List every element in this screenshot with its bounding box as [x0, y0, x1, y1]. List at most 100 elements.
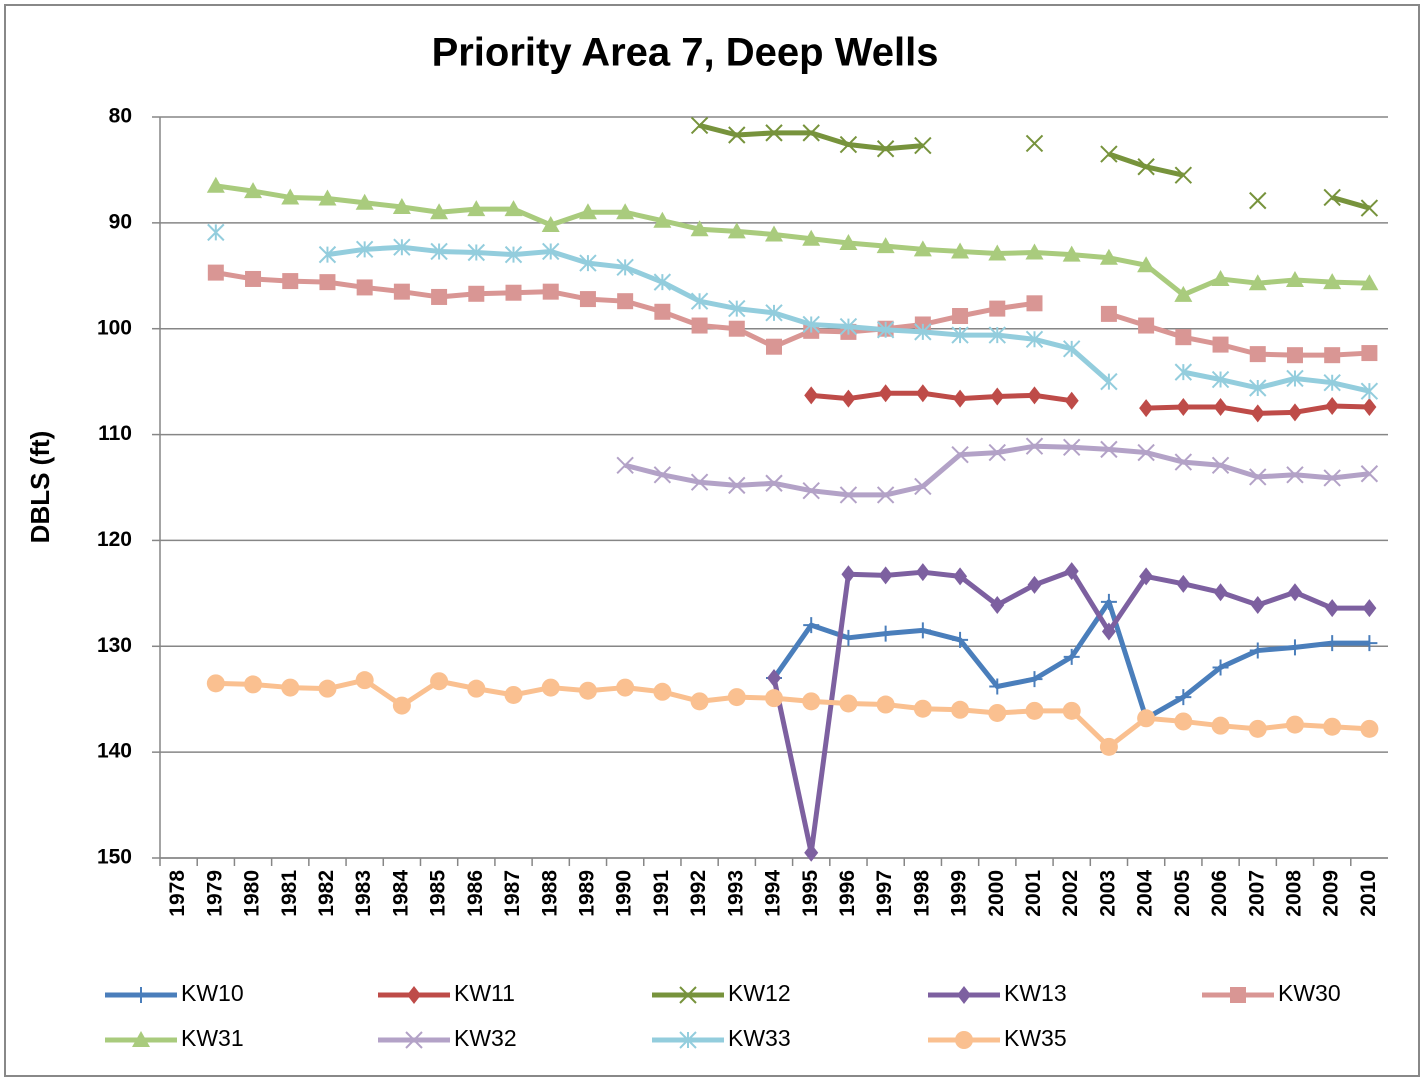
marker [1099, 737, 1118, 756]
y-tick-label: 100 [97, 316, 132, 339]
x-tick-label: 1985 [427, 870, 450, 917]
marker [914, 136, 932, 155]
marker [953, 567, 968, 586]
marker [1360, 382, 1379, 400]
marker [1174, 166, 1193, 184]
marker [1286, 369, 1304, 388]
marker [913, 240, 932, 257]
marker [392, 197, 411, 214]
marker [957, 986, 971, 1004]
marker [1362, 398, 1377, 417]
marker [690, 292, 709, 310]
marker [1249, 468, 1267, 486]
marker [951, 700, 970, 719]
marker [654, 303, 671, 320]
marker [1027, 386, 1042, 405]
x-tick-label: 1998 [910, 870, 933, 917]
marker [504, 200, 523, 217]
marker [1360, 719, 1379, 738]
marker [839, 694, 858, 713]
legend-label: KW13 [1004, 980, 1067, 1006]
marker [1248, 274, 1267, 291]
marker [407, 986, 421, 1004]
marker [914, 477, 932, 496]
marker [1250, 596, 1265, 615]
marker [244, 182, 263, 199]
marker [989, 678, 1006, 695]
marker [1323, 273, 1342, 290]
marker [1100, 145, 1118, 163]
marker [318, 189, 337, 206]
marker [1212, 336, 1229, 353]
marker [1212, 659, 1229, 676]
marker [1323, 469, 1341, 487]
marker [653, 273, 672, 291]
marker [541, 678, 560, 697]
legend-label: KW31 [181, 1025, 244, 1051]
marker [653, 211, 672, 228]
marker [405, 1031, 423, 1049]
marker [542, 283, 559, 300]
legend-label: KW32 [454, 1025, 517, 1051]
marker [988, 443, 1006, 462]
x-tick-label: 1978 [166, 870, 189, 917]
marker [840, 629, 857, 646]
marker [393, 238, 411, 256]
marker [355, 671, 374, 690]
marker [951, 326, 969, 344]
marker [578, 681, 597, 700]
legend-label: KW11 [454, 980, 515, 1006]
y-tick-label: 140 [97, 740, 132, 763]
marker [1137, 443, 1155, 462]
marker [207, 223, 225, 242]
marker [1137, 256, 1156, 273]
marker [1099, 248, 1118, 265]
marker [319, 274, 336, 291]
marker [132, 1031, 150, 1047]
x-tick-label: 1980 [241, 870, 264, 917]
marker [952, 631, 969, 648]
marker [765, 689, 783, 708]
marker [1323, 188, 1341, 207]
marker [988, 703, 1007, 722]
marker [505, 284, 522, 301]
marker [1250, 404, 1265, 423]
y-tick-label: 120 [97, 528, 132, 551]
marker [1211, 716, 1230, 735]
marker [133, 987, 149, 1003]
marker [1064, 562, 1079, 581]
marker [1027, 575, 1042, 594]
marker [765, 474, 783, 492]
legend-label: KW12 [728, 980, 791, 1006]
marker [430, 242, 448, 261]
series-line [1182, 369, 1370, 394]
marker [1249, 642, 1266, 659]
marker [691, 317, 708, 334]
marker [579, 254, 597, 272]
marker [765, 304, 783, 322]
marker [915, 563, 930, 582]
marker [616, 258, 634, 277]
marker [1249, 346, 1266, 363]
marker [876, 321, 895, 339]
marker [990, 596, 1005, 615]
marker [839, 486, 858, 504]
marker [767, 669, 781, 688]
marker [728, 476, 746, 495]
marker [1249, 379, 1267, 397]
marker [1063, 648, 1080, 665]
marker [951, 445, 969, 464]
x-tick-label: 1984 [389, 870, 412, 917]
y-tick-label: 110 [98, 422, 132, 445]
marker [1062, 340, 1081, 358]
x-tick-label: 2004 [1134, 870, 1157, 917]
marker [281, 678, 300, 697]
marker [1026, 295, 1043, 312]
marker [1360, 199, 1379, 217]
marker [1285, 271, 1304, 288]
marker [690, 473, 709, 491]
marker [1249, 191, 1267, 210]
marker [876, 237, 895, 254]
marker [318, 245, 337, 264]
marker [727, 688, 746, 707]
